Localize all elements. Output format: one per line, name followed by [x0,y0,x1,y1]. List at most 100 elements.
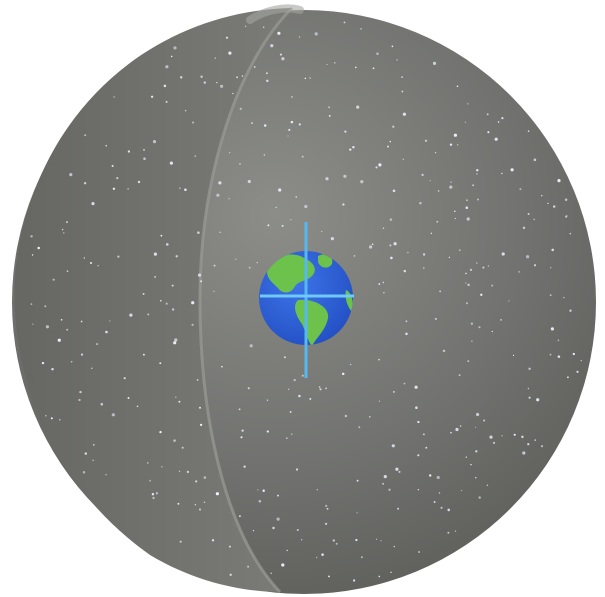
star [266,399,269,401]
north-america-landmass [267,254,315,293]
star [557,339,560,342]
star [52,278,55,281]
star [453,133,457,137]
star [401,90,404,93]
star [296,528,299,532]
star [344,414,348,418]
star [275,206,277,209]
star [395,467,399,471]
star [123,377,126,380]
star [309,77,311,79]
star [315,556,318,559]
star [467,103,469,105]
star [383,475,387,479]
star [170,55,173,58]
star [66,328,69,331]
star [567,376,569,379]
star [197,273,202,277]
star [83,181,87,185]
star [448,256,451,259]
star [576,370,579,373]
star [419,201,422,205]
star [550,267,552,269]
star [287,135,289,137]
star [200,75,203,78]
star [477,198,479,201]
star [375,166,378,169]
star [57,338,61,342]
star [147,462,149,464]
star [454,210,456,212]
star [136,405,139,408]
star [154,276,156,278]
star [328,575,330,578]
star [239,163,241,165]
star [341,372,345,376]
star [127,150,131,153]
star [492,441,496,445]
star [403,269,407,273]
star [142,292,145,295]
star [393,545,395,548]
star [540,445,544,448]
star [199,423,203,427]
star [557,179,561,183]
star [112,187,116,190]
star [263,26,265,28]
star [314,32,318,36]
star [466,217,470,221]
star [457,144,459,146]
star [258,500,262,503]
star [177,502,180,505]
star [512,354,515,357]
star [487,265,490,267]
star [298,123,301,126]
star [392,125,395,128]
star [142,353,145,356]
star [430,232,433,235]
star [437,190,440,192]
star [467,283,470,287]
star [295,196,298,198]
star [252,529,255,532]
star [304,204,308,209]
star [214,57,216,59]
star [392,390,395,393]
star [326,63,328,66]
star [316,489,318,491]
star [424,139,428,143]
star [309,397,312,400]
star [301,155,304,158]
star [356,105,360,109]
star [356,479,359,482]
star [334,62,336,64]
star [174,338,178,342]
star [563,296,565,299]
star [429,180,431,182]
star [213,290,215,293]
star [454,530,457,532]
star [486,484,489,486]
star [403,382,406,385]
star [415,406,418,409]
star [358,426,361,429]
star [467,360,470,363]
star [241,429,244,432]
star [469,268,473,272]
star [229,573,232,576]
star [257,489,259,491]
star [203,81,206,84]
star [267,224,270,227]
star [478,496,481,499]
star [353,255,356,257]
star [150,95,154,98]
star [353,579,356,582]
star [105,474,107,476]
star [396,59,398,61]
star [203,476,207,479]
star [45,415,47,417]
star [304,77,307,80]
star [90,367,93,370]
sphere-left-cap [14,8,293,592]
star [550,327,555,331]
